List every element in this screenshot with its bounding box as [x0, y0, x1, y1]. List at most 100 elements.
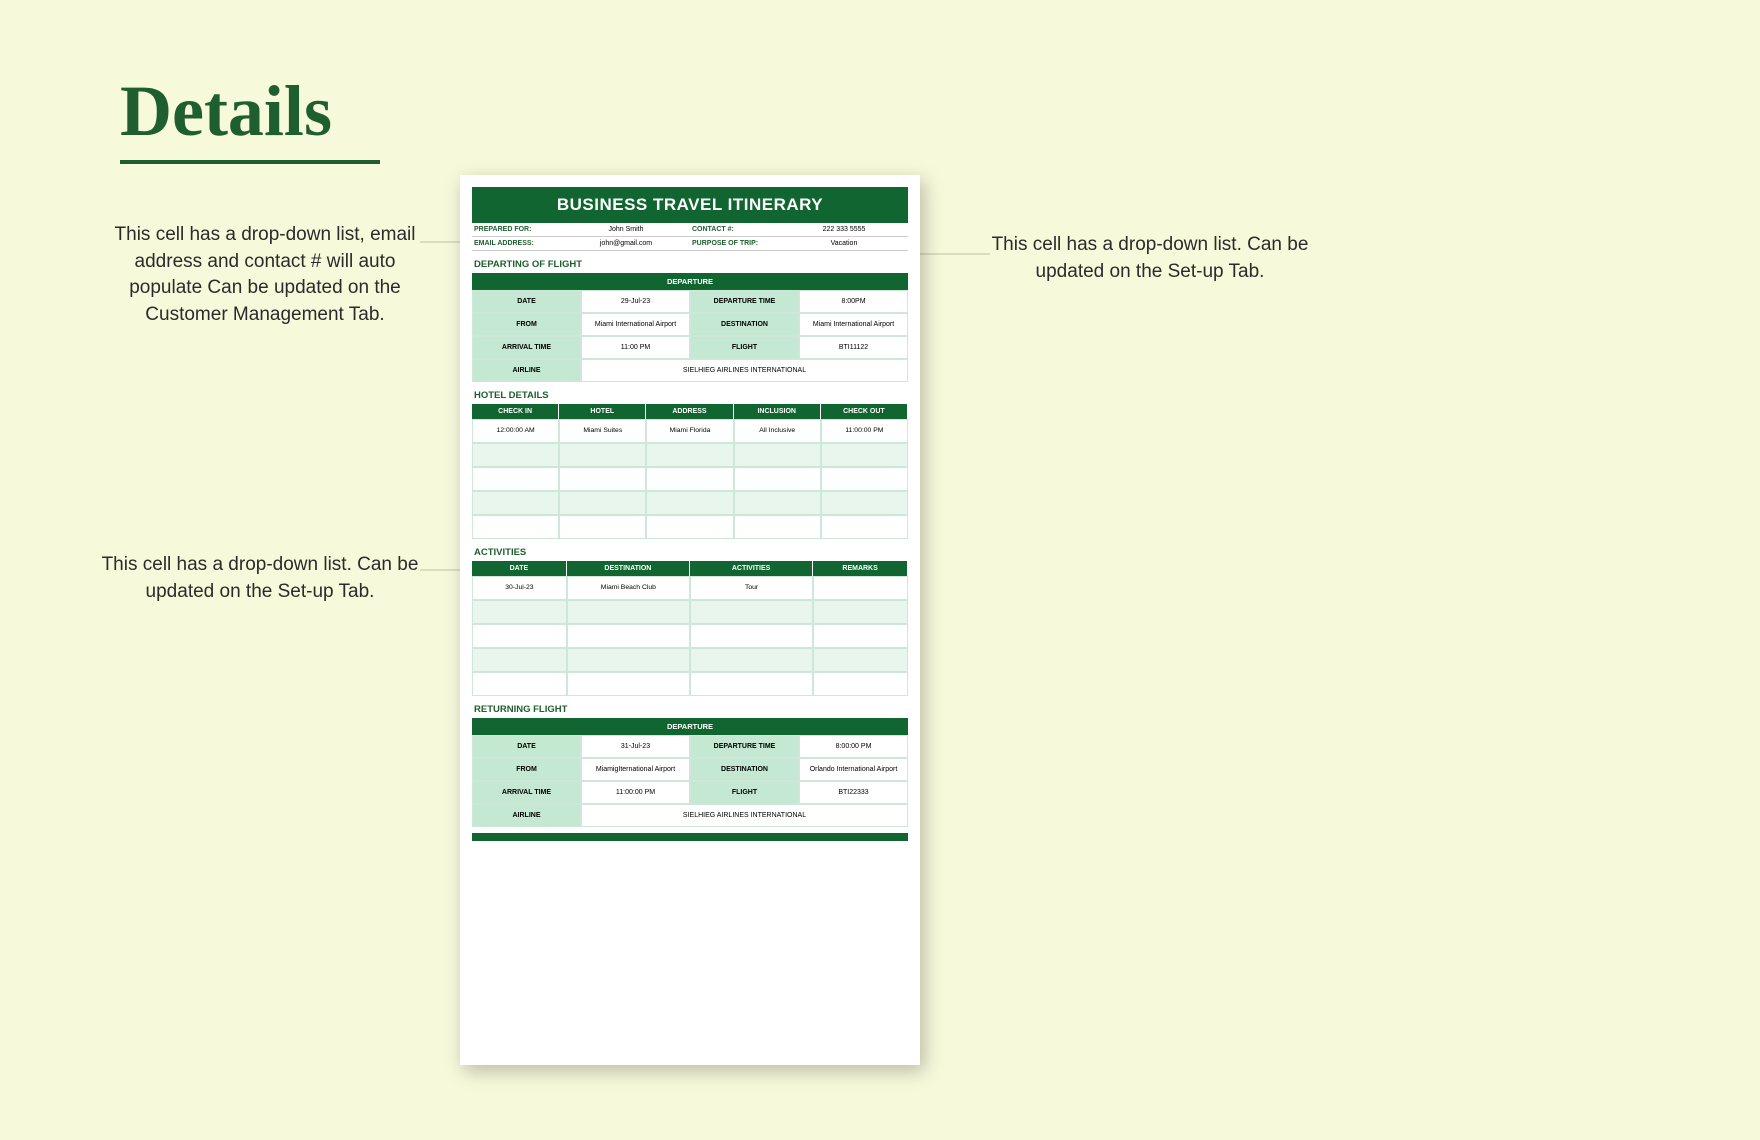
hotel-cell[interactable]	[472, 491, 559, 515]
ret-flight-value[interactable]: BTI22333	[799, 781, 908, 804]
ret-from-label: FROM	[472, 758, 581, 781]
hotel-col-2: ADDRESS	[646, 404, 733, 419]
dep-flight-value[interactable]: BTI11122	[799, 336, 908, 359]
activity-cell[interactable]	[813, 624, 908, 648]
ret-airline-row: AIRLINE SIELHIEG AIRLINES INTERNATIONAL	[472, 804, 908, 827]
ret-flight-label: FLIGHT	[690, 781, 799, 804]
prepared-for-label: PREPARED FOR:	[474, 226, 564, 233]
ret-time-label: DEPARTURE TIME	[690, 735, 799, 758]
hotel-row	[472, 515, 908, 539]
dep-from-value[interactable]: Miami International Airport	[581, 313, 690, 336]
activity-cell[interactable]: Miami Beach Club	[567, 576, 690, 600]
ret-date-label: DATE	[472, 735, 581, 758]
activity-cell[interactable]	[472, 624, 567, 648]
ret-airline-label: AIRLINE	[472, 804, 581, 827]
purpose-value[interactable]: Vacation	[782, 240, 906, 247]
hotel-cell[interactable]	[821, 443, 908, 467]
hotel-cell[interactable]	[734, 443, 821, 467]
ret-airline-value[interactable]: SIELHIEG AIRLINES INTERNATIONAL	[581, 804, 908, 827]
title-underline	[120, 160, 380, 164]
hotel-cell[interactable]	[734, 467, 821, 491]
prepared-for-value[interactable]: John Smith	[564, 226, 688, 233]
activity-cell[interactable]	[690, 600, 813, 624]
hotel-cell[interactable]	[646, 443, 733, 467]
activity-cell[interactable]	[690, 648, 813, 672]
hotel-cell[interactable]: Miami Suites	[559, 419, 646, 443]
hotel-cell[interactable]	[646, 467, 733, 491]
act-col-3: REMARKS	[813, 561, 908, 576]
info-row-2: EMAIL ADDRESS:john@gmail.com PURPOSE OF …	[472, 237, 908, 251]
hotel-cell[interactable]	[472, 443, 559, 467]
activity-cell[interactable]	[567, 600, 690, 624]
info-row-1: PREPARED FOR:John Smith CONTACT #:222 33…	[472, 223, 908, 237]
act-col-1: DESTINATION	[567, 561, 690, 576]
ret-from-value[interactable]: MiamigIternational Airport	[581, 758, 690, 781]
activity-row	[472, 672, 908, 696]
returning-section-label: RETURNING FLIGHT	[472, 696, 908, 718]
hotel-cell[interactable]	[734, 491, 821, 515]
hotel-cell[interactable]	[821, 491, 908, 515]
hotel-col-3: INCLUSION	[734, 404, 821, 419]
activity-cell[interactable]	[472, 600, 567, 624]
hotel-cell[interactable]: Miami Florida	[646, 419, 733, 443]
activity-row	[472, 648, 908, 672]
act-col-2: ACTIVITIES	[690, 561, 813, 576]
dep-dest-value[interactable]: Miami International Airport	[799, 313, 908, 336]
hotel-section-label: HOTEL DETAILS	[472, 382, 908, 404]
hotel-col-4: CHECK OUT	[821, 404, 908, 419]
departing-section-label: DEPARTING OF FLIGHT	[472, 251, 908, 273]
ret-arr-value[interactable]: 11:00:00 PM	[581, 781, 690, 804]
dep-arr-value[interactable]: 11:00 PM	[581, 336, 690, 359]
annotation-left-mid: This cell has a drop-down list. Can be u…	[100, 552, 420, 605]
hotel-cell[interactable]: 11:00:00 PM	[821, 419, 908, 443]
ret-dest-value[interactable]: Orlando International Airport	[799, 758, 908, 781]
contact-value: 222 333 5555	[782, 226, 906, 233]
hotel-cell[interactable]	[559, 515, 646, 539]
dep-airline-label: AIRLINE	[472, 359, 581, 382]
ret-time-value[interactable]: 8:00:00 PM	[799, 735, 908, 758]
activity-cell[interactable]	[472, 672, 567, 696]
dep-time-value[interactable]: 8:00PM	[799, 290, 908, 313]
hotel-cell[interactable]	[821, 467, 908, 491]
hotel-cell[interactable]	[559, 491, 646, 515]
hotel-cell[interactable]	[734, 515, 821, 539]
activity-cell[interactable]	[813, 648, 908, 672]
hotel-cell[interactable]	[472, 515, 559, 539]
dep-dest-label: DESTINATION	[690, 313, 799, 336]
hotel-cell[interactable]	[559, 467, 646, 491]
activity-cell[interactable]	[813, 576, 908, 600]
dep-airline-value[interactable]: SIELHIEG AIRLINES INTERNATIONAL	[581, 359, 908, 382]
hotel-cell[interactable]	[472, 467, 559, 491]
hotel-cell[interactable]	[821, 515, 908, 539]
activity-cell[interactable]	[813, 672, 908, 696]
dep-date-value[interactable]: 29-Jul-23	[581, 290, 690, 313]
hotel-row	[472, 467, 908, 491]
hotel-cell[interactable]	[646, 491, 733, 515]
activity-cell[interactable]	[813, 600, 908, 624]
departure-header: DEPARTURE	[472, 273, 908, 290]
email-label: EMAIL ADDRESS:	[474, 240, 564, 247]
activity-cell[interactable]	[472, 648, 567, 672]
departure-grid: DATE 29-Jul-23 DEPARTURE TIME 8:00PM FRO…	[472, 290, 908, 359]
return-header: DEPARTURE	[472, 718, 908, 735]
footer-bar	[472, 833, 908, 841]
activity-row	[472, 600, 908, 624]
activity-cell[interactable]: Tour	[690, 576, 813, 600]
hotel-cell[interactable]	[559, 443, 646, 467]
hotel-cell[interactable]	[646, 515, 733, 539]
activity-cell[interactable]: 30-Jul-23	[472, 576, 567, 600]
contact-label: CONTACT #:	[692, 226, 782, 233]
hotel-cell[interactable]: 12:00:00 AM	[472, 419, 559, 443]
hotel-row	[472, 491, 908, 515]
email-value: john@gmail.com	[564, 240, 688, 247]
activity-row	[472, 624, 908, 648]
activity-cell[interactable]	[690, 672, 813, 696]
activity-cell[interactable]	[690, 624, 813, 648]
hotel-cell[interactable]: All Inclusive	[734, 419, 821, 443]
purpose-label: PURPOSE OF TRIP:	[692, 240, 782, 247]
ret-date-value[interactable]: 31-Jul-23	[581, 735, 690, 758]
activity-cell[interactable]	[567, 648, 690, 672]
dep-date-label: DATE	[472, 290, 581, 313]
activity-cell[interactable]	[567, 672, 690, 696]
activity-cell[interactable]	[567, 624, 690, 648]
